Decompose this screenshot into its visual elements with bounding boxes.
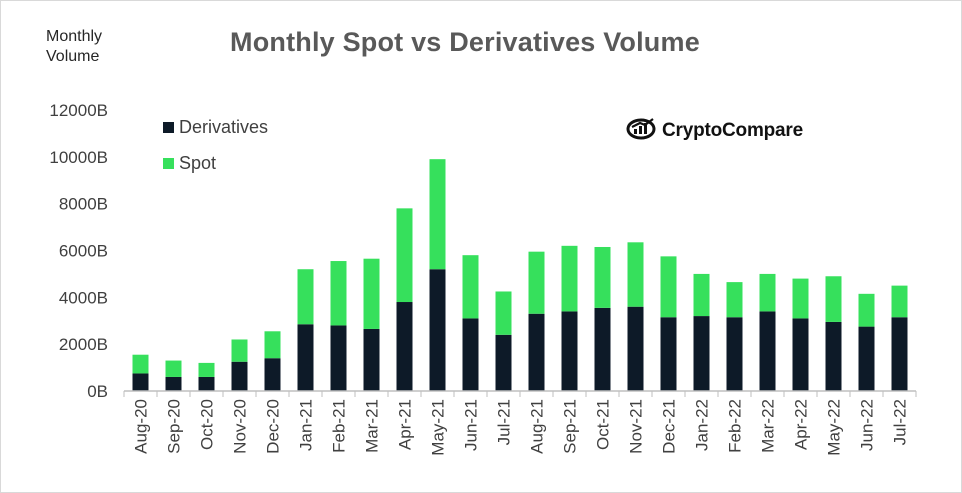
derivatives-bar — [396, 302, 413, 391]
spot-bar — [297, 269, 314, 325]
x-tick-label: Aug-20 — [132, 399, 151, 454]
bars — [132, 159, 908, 391]
x-tick-label: Sep-21 — [561, 399, 580, 454]
legend-derivatives-label: Derivatives — [179, 117, 268, 137]
legend-derivatives-swatch — [163, 122, 174, 133]
y-tick-label: 4000B — [59, 288, 108, 307]
y-axis: 0B 2000B 4000B 6000B 8000B 10000B 12000B — [49, 101, 108, 401]
spot-bar — [627, 242, 644, 307]
x-tick-label: Mar-21 — [363, 399, 382, 453]
spot-bar — [891, 285, 908, 318]
x-tick-label: Nov-20 — [231, 399, 250, 454]
spot-bar — [396, 208, 413, 303]
cryptocompare-logo-icon — [626, 116, 658, 145]
y-tick-label: 2000B — [59, 335, 108, 354]
derivatives-bar — [198, 376, 215, 391]
spot-bar — [495, 291, 512, 335]
x-tick-label: Oct-21 — [594, 399, 613, 450]
legend-spot-label: Spot — [179, 153, 216, 173]
spot-bar — [858, 293, 875, 327]
x-tick-label: Jul-21 — [495, 399, 514, 445]
spot-bar — [561, 245, 578, 312]
spot-bar — [429, 159, 446, 270]
derivatives-bar — [462, 318, 479, 391]
y-tick-label: 10000B — [49, 148, 108, 167]
brand-logo: CryptoCompare — [626, 116, 803, 145]
x-tick-label: Sep-20 — [165, 399, 184, 454]
legend-spot-swatch — [163, 158, 174, 169]
spot-bar — [363, 258, 380, 329]
spot-bar — [759, 273, 776, 312]
derivatives-bar — [825, 321, 842, 391]
y-tick-label: 12000B — [49, 101, 108, 120]
derivatives-bar — [528, 313, 545, 391]
x-tick-label: Mar-22 — [759, 399, 778, 453]
derivatives-bar — [330, 325, 347, 391]
x-tick-label: Oct-20 — [198, 399, 217, 450]
spot-bar — [726, 282, 743, 318]
legend: Derivatives Spot — [163, 117, 268, 173]
derivatives-bar — [726, 317, 743, 391]
x-axis: Aug-20 Sep-20 Oct-20 Nov-20 Dec-20 Jan-21 Feb-… — [123, 391, 917, 456]
x-tick-label: Jun-22 — [858, 399, 877, 451]
spot-bar — [231, 339, 248, 362]
x-tick-label: Jun-21 — [462, 399, 481, 451]
spot-bar — [825, 276, 842, 322]
x-tick-label: Jan-22 — [693, 399, 712, 451]
derivatives-bar — [594, 307, 611, 391]
spot-bar — [198, 362, 215, 377]
y-unit-line-1: Monthly — [46, 28, 103, 45]
derivatives-bar — [627, 306, 644, 391]
spot-bar — [594, 246, 611, 308]
y-unit-line-2: Volume — [46, 48, 100, 65]
spot-bar — [165, 360, 182, 377]
spot-bar — [264, 331, 281, 359]
spot-bar — [660, 256, 677, 318]
x-tick-label: Apr-22 — [792, 399, 811, 450]
derivatives-bar — [891, 317, 908, 391]
derivatives-bar — [132, 373, 149, 391]
derivatives-bar — [363, 328, 380, 391]
spot-bar — [132, 354, 149, 374]
spot-bar — [792, 278, 809, 319]
x-tick-label: May-21 — [429, 399, 448, 456]
derivatives-bar — [561, 311, 578, 391]
x-tick-label: Apr-21 — [396, 399, 415, 450]
x-tick-label: Aug-21 — [528, 399, 547, 454]
derivatives-bar — [792, 318, 809, 391]
derivatives-bar — [297, 324, 314, 391]
x-tick-label: Dec-20 — [264, 399, 283, 454]
brand-name: CryptoCompare — [662, 119, 803, 141]
x-tick-label: Jul-22 — [891, 399, 910, 445]
y-tick-label: 8000B — [59, 195, 108, 214]
derivatives-bar — [495, 334, 512, 391]
derivatives-bar — [231, 361, 248, 391]
spot-bar — [330, 261, 347, 326]
x-tick-label: Nov-21 — [627, 399, 646, 454]
y-tick-label: 0B — [87, 382, 108, 401]
x-tick-label: Jan-21 — [297, 399, 316, 451]
spot-bar — [528, 251, 545, 314]
chart-title: Monthly Spot vs Derivatives Volume — [230, 27, 700, 57]
x-tick-label: Dec-21 — [660, 399, 679, 454]
y-tick-label: 6000B — [59, 242, 108, 261]
derivatives-bar — [429, 269, 446, 391]
derivatives-bar — [165, 376, 182, 391]
derivatives-bar — [660, 317, 677, 391]
derivatives-bar — [759, 311, 776, 391]
derivatives-bar — [858, 326, 875, 391]
x-tick-label: May-22 — [825, 399, 844, 456]
spot-bar — [462, 255, 479, 319]
spot-bar — [693, 273, 710, 317]
derivatives-bar — [264, 358, 281, 391]
derivatives-bar — [693, 316, 710, 391]
x-tick-label: Feb-22 — [726, 399, 745, 453]
x-tick-label: Feb-21 — [330, 399, 349, 453]
y-axis-unit-label: Monthly Volume — [46, 27, 102, 67]
